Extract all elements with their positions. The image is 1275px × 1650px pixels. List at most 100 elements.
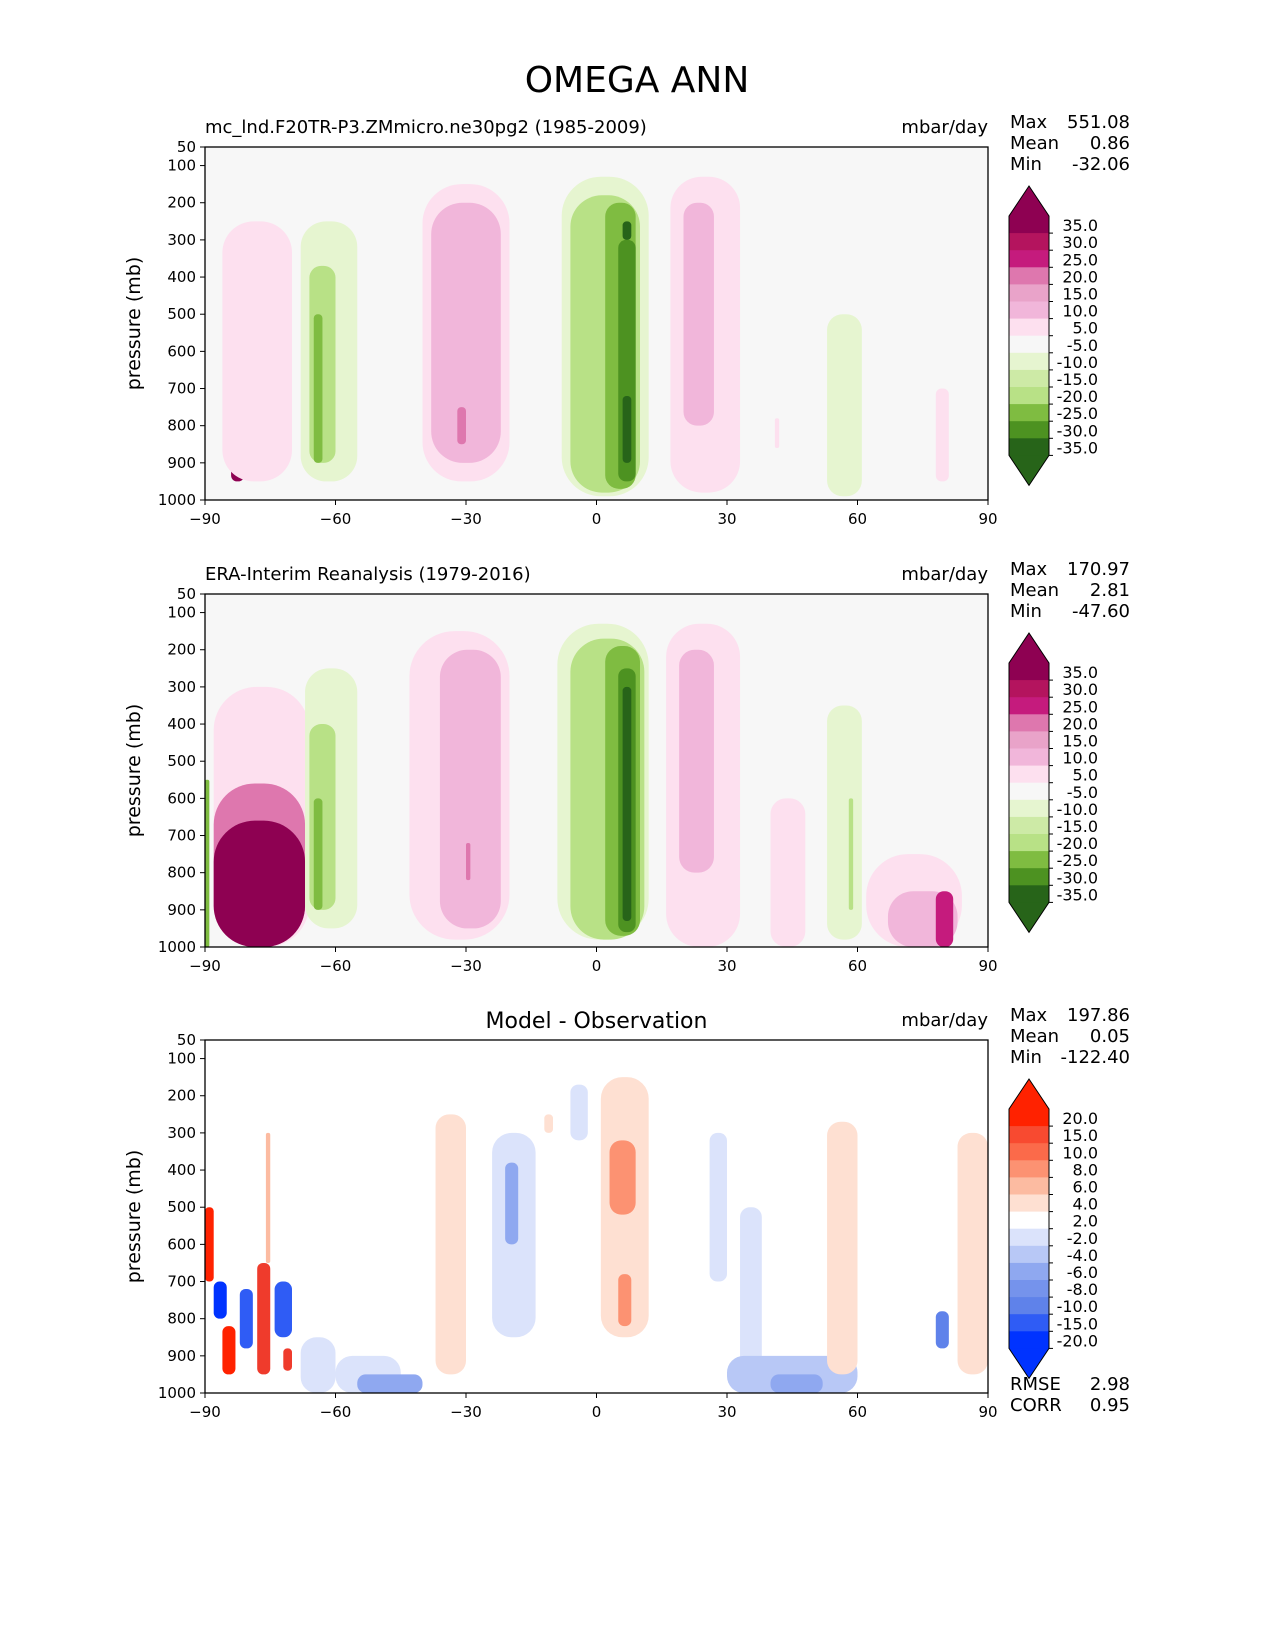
panel-title: mc_lnd.F20TR-P3.ZMmicro.ne30pg2 (1985-20… — [205, 117, 647, 138]
y-tick-label: 600 — [167, 342, 196, 360]
colorbar-tick-label: 8.0 — [1073, 1160, 1098, 1179]
y-tick-label: 500 — [167, 305, 196, 323]
colorbar-segment — [1009, 1245, 1049, 1264]
y-axis-label: pressure (mb) — [123, 257, 145, 391]
contour-cell — [265, 1132, 271, 1263]
colorbar-tick-label: 25.0 — [1062, 250, 1098, 269]
colorbar-segment — [1009, 731, 1049, 749]
colorbar-tick-label: -10.0 — [1057, 1297, 1098, 1316]
y-tick-label: 800 — [167, 417, 196, 435]
y-tick-label: 50 — [177, 1031, 196, 1049]
contour-cell — [357, 1374, 423, 1393]
y-axis-label: pressure (mb) — [123, 1150, 145, 1284]
stat-value: 197.86 — [1067, 1005, 1130, 1026]
contour-cell — [935, 388, 949, 482]
stat-value: 2.98 — [1090, 1374, 1130, 1395]
contour-cell — [435, 1114, 466, 1375]
stat-label: Min — [1010, 154, 1042, 175]
colorbar-tick-label: 10.0 — [1062, 302, 1098, 321]
colorbar-tick-label: -35.0 — [1057, 438, 1098, 457]
colorbar-tick-label: -20.0 — [1057, 834, 1098, 853]
contour-cell — [827, 1121, 858, 1375]
contour-cell — [740, 1207, 762, 1393]
colorbar-tick-label: -10.0 — [1057, 800, 1098, 819]
stat-value: 0.86 — [1090, 133, 1130, 154]
contour-cell — [827, 705, 862, 940]
stat-value: -47.60 — [1072, 601, 1130, 622]
panel-title: ERA-Interim Reanalysis (1979-2016) — [205, 564, 531, 585]
x-tick-label: 30 — [717, 510, 736, 528]
x-tick-label: 60 — [848, 1403, 867, 1421]
contour-cell — [570, 1084, 588, 1141]
x-tick-label: 30 — [717, 957, 736, 975]
colorbar-tick-label: 30.0 — [1062, 233, 1098, 252]
colorbar-segment — [1009, 387, 1049, 405]
y-tick-label: 800 — [167, 864, 196, 882]
contour-field — [205, 1077, 988, 1393]
stat-label: Mean — [1010, 1026, 1059, 1047]
contour-cell — [431, 202, 501, 463]
colorbar-segment — [1009, 1109, 1049, 1127]
contour-cell — [544, 1114, 553, 1133]
colorbar-segment — [1009, 335, 1049, 354]
colorbar-segment — [1009, 1228, 1049, 1247]
colorbar-tick-label: -5.0 — [1067, 783, 1098, 802]
colorbar-extend-bottom — [1009, 455, 1049, 486]
colorbar-tick-label: 4.0 — [1073, 1195, 1098, 1214]
contour-cell — [770, 798, 806, 947]
contour-cell — [283, 1348, 292, 1371]
contour-cell — [213, 1281, 227, 1319]
colorbar-segment — [1009, 1314, 1049, 1332]
x-tick-label: −60 — [320, 957, 352, 975]
contour-cell — [957, 1132, 988, 1375]
contour-cell — [205, 779, 210, 947]
y-tick-label: 300 — [167, 231, 196, 249]
y-tick-label: 600 — [167, 1235, 196, 1253]
colorbar-tick-label: -6.0 — [1067, 1263, 1098, 1282]
y-tick-label: 500 — [167, 752, 196, 770]
colorbar-segment — [1009, 748, 1049, 767]
colorbar-segment — [1009, 1143, 1049, 1161]
colorbar-segment — [1009, 697, 1049, 715]
y-tick-label: 300 — [167, 1124, 196, 1142]
stat-label: CORR — [1010, 1395, 1062, 1416]
colorbar-tick-label: -35.0 — [1057, 885, 1098, 904]
colorbar-extend-top — [1009, 633, 1049, 663]
contour-cell — [679, 649, 714, 873]
colorbar-segment — [1009, 1177, 1049, 1195]
colorbar-extend-top — [1009, 186, 1049, 216]
colorbar-segment — [1009, 714, 1049, 732]
x-tick-label: 0 — [592, 1403, 602, 1421]
y-tick-label: 100 — [167, 604, 196, 622]
y-tick-label: 900 — [167, 454, 196, 472]
stat-label: Max — [1010, 112, 1048, 133]
y-tick-label: 700 — [167, 380, 196, 398]
contour-cell — [622, 686, 632, 921]
y-tick-label: 200 — [167, 194, 196, 212]
y-tick-label: 200 — [167, 641, 196, 659]
colorbar-segment — [1009, 663, 1049, 681]
colorbar-segment — [1009, 816, 1049, 835]
colorbar-segment — [1009, 318, 1049, 337]
contour-cell — [770, 1374, 823, 1393]
colorbar-segment — [1009, 782, 1049, 801]
colorbar-tick-label: -15.0 — [1057, 370, 1098, 389]
colorbar-tick-label: -25.0 — [1057, 851, 1098, 870]
colorbar-segment — [1009, 885, 1049, 903]
contour-cell — [709, 1132, 727, 1282]
y-axis-label: pressure (mb) — [123, 704, 145, 838]
x-tick-label: −90 — [189, 1403, 221, 1421]
contour-cell — [466, 842, 471, 881]
colorbar-tick-label: 15.0 — [1062, 285, 1098, 304]
y-tick-label: 100 — [167, 157, 196, 175]
contour-cell — [239, 1288, 253, 1349]
colorbar-segment — [1009, 352, 1049, 371]
colorbar-segment — [1009, 1262, 1049, 1281]
colorbar-segment — [1009, 250, 1049, 268]
colorbar-segment — [1009, 834, 1049, 852]
figure-title: OMEGA ANN — [525, 60, 750, 101]
colorbar-segment — [1009, 868, 1049, 886]
colorbar-tick-label: -30.0 — [1057, 421, 1098, 440]
contour-cell — [618, 1274, 632, 1327]
